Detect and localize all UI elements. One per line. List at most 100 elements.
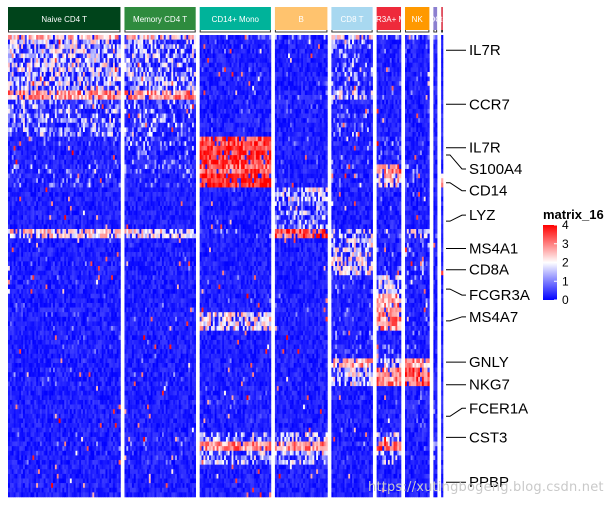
heatmap-cell (11, 252, 14, 258)
heatmap-cell (37, 85, 41, 91)
heatmap-cell (86, 279, 89, 285)
heatmap-cell (47, 164, 50, 170)
heatmap-cell (66, 182, 69, 188)
heatmap-cell (114, 376, 118, 382)
heatmap-cell (84, 95, 88, 100)
heatmap-cell (51, 266, 54, 271)
heatmap-cell (96, 104, 99, 110)
heatmap-cell (82, 358, 86, 364)
heatmap-cell (37, 182, 41, 188)
heatmap-cell (103, 145, 106, 151)
heatmap-cell (51, 312, 54, 318)
heatmap-cell (52, 145, 56, 151)
heatmap-cell (13, 390, 16, 396)
heatmap-cell (17, 376, 20, 382)
heatmap-cell (81, 367, 84, 373)
heatmap-cell (41, 90, 44, 96)
heatmap-cell (107, 155, 110, 161)
heatmap-cell (60, 173, 63, 179)
heatmap-cell (34, 395, 37, 401)
heatmap-cell (56, 53, 59, 59)
heatmap-cell (111, 335, 114, 341)
heatmap-cell (54, 201, 58, 207)
heatmap-cell (107, 168, 110, 174)
heatmap-cell (52, 229, 56, 234)
heatmap-cell (88, 386, 91, 392)
heatmap-cell (92, 192, 95, 197)
heatmap-cell (24, 219, 28, 225)
heatmap-cell (107, 363, 110, 368)
heatmap-cell (47, 122, 50, 128)
heatmap-cell (107, 293, 110, 299)
heatmap-cell (112, 229, 116, 234)
heatmap-cell (111, 404, 114, 410)
heatmap-cell (32, 48, 35, 54)
heatmap-cell (81, 307, 84, 313)
heatmap-cell (41, 399, 44, 405)
heatmap-cell (79, 132, 82, 137)
heatmap-cell (58, 224, 61, 230)
heatmap-cell (96, 395, 99, 401)
heatmap-cell (67, 44, 71, 50)
heatmap-cell (19, 35, 22, 40)
heatmap-cell (15, 256, 18, 262)
heatmap-cell (19, 349, 22, 355)
heatmap-cell (69, 201, 73, 207)
heatmap-cell (81, 372, 84, 378)
heatmap-cell (111, 409, 114, 415)
heatmap-cell (56, 289, 59, 295)
heatmap-cell (116, 113, 119, 119)
heatmap-cell (26, 95, 29, 100)
heatmap-cell (96, 238, 99, 244)
heatmap-cell (32, 238, 35, 244)
heatmap-cell (111, 247, 114, 253)
heatmap-cell (24, 289, 28, 295)
heatmap-cell (26, 275, 29, 281)
heatmap-cell (99, 321, 103, 327)
heatmap-cell (114, 159, 118, 165)
heatmap-cell (8, 270, 11, 276)
heatmap-cell (56, 390, 59, 396)
heatmap-cell (21, 90, 24, 96)
heatmap-cell (34, 316, 37, 322)
heatmap-cell (114, 335, 118, 341)
heatmap-cell (56, 196, 59, 202)
heatmap-cell (37, 238, 41, 244)
heatmap-cell (82, 113, 86, 119)
heatmap-cell (116, 229, 119, 234)
heatmap-cell (37, 159, 41, 165)
heatmap-cell (77, 53, 80, 59)
heatmap-cell (8, 215, 11, 221)
heatmap-cell (66, 247, 69, 253)
heatmap-cell (60, 275, 63, 281)
heatmap-cell (75, 164, 78, 170)
heatmap-cell (82, 85, 86, 91)
heatmap-cell (112, 344, 116, 350)
heatmap-cell (37, 187, 41, 193)
heatmap-cell (112, 307, 116, 313)
heatmap-cell (45, 108, 48, 114)
heatmap-cell (101, 247, 104, 253)
heatmap-cell (71, 159, 74, 165)
heatmap-cell (36, 173, 39, 179)
heatmap-cell (97, 279, 101, 285)
heatmap-cell (66, 344, 69, 350)
heatmap-cell (116, 81, 119, 87)
heatmap-cell (101, 404, 104, 410)
heatmap-cell (112, 372, 116, 378)
heatmap-cell (64, 367, 67, 373)
heatmap-cell (9, 335, 13, 341)
heatmap-cell (111, 58, 114, 64)
heatmap-cell (112, 201, 116, 207)
heatmap-cell (109, 168, 112, 174)
heatmap-cell (82, 229, 86, 234)
heatmap-cell (79, 219, 82, 225)
heatmap-cell (32, 376, 35, 382)
heatmap-cell (43, 312, 46, 318)
heatmap-cell (69, 349, 73, 355)
heatmap-cell (82, 363, 86, 368)
heatmap-cell (69, 275, 73, 281)
heatmap-cell (116, 210, 119, 216)
heatmap-cell (52, 386, 56, 392)
heatmap-cell (24, 256, 28, 262)
